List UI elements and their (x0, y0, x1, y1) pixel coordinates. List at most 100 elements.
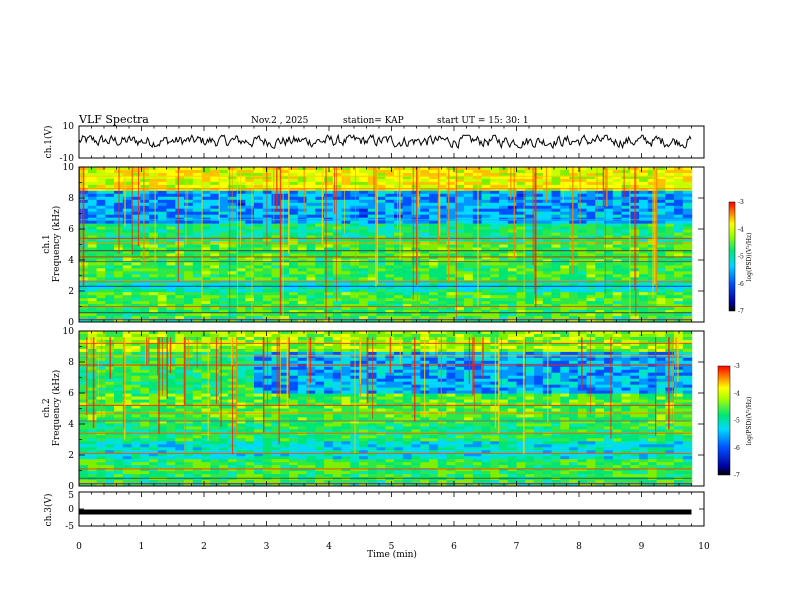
spec1-cell (612, 173, 623, 177)
spec1-cell (674, 214, 684, 219)
spec1-cell (350, 184, 360, 189)
spec1-cell (437, 193, 448, 198)
spec1-cell (254, 223, 264, 228)
spec1-cell (586, 253, 596, 257)
spec1-cell (490, 265, 500, 269)
spec1-cell (665, 193, 675, 198)
spec1-cell (665, 265, 675, 269)
spec1-cell (656, 214, 666, 219)
spec1-cell (87, 310, 98, 314)
spec1-cell (481, 274, 491, 278)
spec1-cell (271, 256, 281, 260)
spec1-cell (289, 271, 299, 275)
spec1-cell (682, 316, 693, 320)
spec1-cell (367, 250, 378, 255)
spec1-cell (131, 187, 141, 192)
spec2-cell (411, 372, 421, 377)
spec1-cell (437, 274, 448, 278)
spec1-cell (219, 226, 229, 231)
spec1-cell (271, 277, 281, 281)
spec2-cell (236, 345, 246, 350)
spec1-cell (175, 196, 185, 201)
spec1-cell (184, 307, 194, 311)
spec2-cell (534, 342, 544, 347)
spec1-cell (350, 298, 360, 302)
spec1-cell (385, 167, 395, 171)
spec2-cell (534, 357, 544, 362)
spec1-cell (271, 229, 281, 234)
spec1-cell (507, 190, 518, 195)
spec2-cell (297, 369, 308, 374)
spec1-cell (429, 173, 439, 177)
spec1-cell (306, 244, 316, 249)
spec1-cell (604, 289, 614, 293)
spec1-cell (324, 268, 334, 272)
spec1-cell (96, 268, 106, 272)
spec1-cell (157, 298, 168, 302)
spec1-cell (157, 178, 168, 183)
spec1-cell (131, 202, 141, 207)
spec1-cell (280, 268, 290, 272)
spec1-cell (332, 283, 343, 287)
spec1-cell (149, 289, 159, 293)
spec1-cell (131, 214, 141, 219)
spec1-cell (647, 310, 658, 314)
spec1-cell (359, 229, 369, 234)
spec2-cell (271, 342, 281, 347)
spec1-cell (271, 253, 281, 257)
spec1-cell (621, 196, 631, 201)
spec2-cell (131, 342, 141, 347)
spec2-cell (324, 354, 334, 359)
spec1-cell (297, 319, 308, 322)
spec1-cell (359, 202, 369, 207)
spec2-cell (516, 342, 526, 347)
spec1-cell (280, 253, 290, 257)
spec1-cell (157, 283, 168, 287)
spec1-cell (192, 283, 203, 287)
spec1-cell (516, 274, 526, 278)
spec1-cell (560, 229, 570, 234)
spec1-cell (429, 214, 439, 219)
spec1-cell (262, 313, 273, 317)
spec1-cell (604, 202, 614, 207)
spec2-cell (630, 369, 640, 374)
spec1-cell (341, 220, 351, 225)
spec2-cell (542, 331, 553, 335)
spec1-cell (350, 220, 360, 225)
spec1-cell (420, 319, 430, 322)
spec1-cell (254, 304, 264, 308)
spec1-cell (280, 316, 290, 320)
spec1-cell (420, 170, 430, 174)
spec1-cell (359, 205, 369, 210)
spec2-cell (341, 354, 351, 359)
spec1-cell (289, 235, 299, 240)
spec1-cell (586, 271, 596, 275)
spec1-cell (490, 244, 500, 249)
spec1-cell (534, 199, 544, 204)
spec1-cell (429, 193, 439, 198)
spec1-cell (254, 262, 264, 266)
spec1-cell (367, 289, 378, 293)
spec1-cell (595, 289, 605, 293)
spec1-cell (402, 298, 413, 302)
spec1-cell (315, 232, 325, 237)
spec2-cell (639, 334, 649, 338)
spec1-cell (157, 313, 168, 317)
spec1-cell (289, 229, 299, 234)
spec1-cell (376, 262, 386, 266)
spec1-cell (402, 283, 413, 287)
spec2-cell (175, 342, 185, 347)
spec1-cell (560, 316, 570, 320)
spec1-cell (577, 214, 588, 219)
spec1-cell (621, 265, 631, 269)
spec1-cell (192, 226, 203, 231)
spec1-cell (674, 223, 684, 228)
spec1-cell (682, 223, 693, 228)
spec1-cell (446, 301, 456, 305)
spec1-cell (350, 262, 360, 266)
spec1-cell (219, 283, 229, 287)
spec1-cell (542, 316, 553, 320)
spec1-cell (315, 319, 325, 322)
spec1-cell (227, 304, 238, 308)
